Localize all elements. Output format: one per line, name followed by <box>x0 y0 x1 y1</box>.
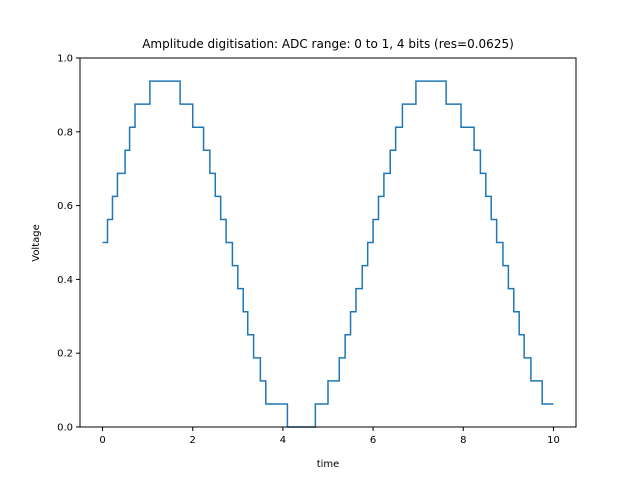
x-tick-label: 10 <box>547 435 560 446</box>
x-tick-label: 8 <box>460 435 466 446</box>
chart-title: Amplitude digitisation: ADC range: 0 to … <box>142 37 514 51</box>
y-tick-label: 0.4 <box>57 275 73 286</box>
y-tick-label: 0.6 <box>57 201 73 212</box>
x-tick-label: 0 <box>99 435 105 446</box>
y-tick-label: 1.0 <box>57 54 73 65</box>
y-tick-label: 0.2 <box>57 349 73 360</box>
y-tick-label: 0.0 <box>57 423 73 434</box>
x-tick-label: 2 <box>190 435 196 446</box>
x-axis-label: time <box>317 459 340 470</box>
data-series-line <box>102 80 554 428</box>
ticks: 0 2 4 6 8 10 0.0 0.2 0.4 0.6 0.8 1.0 <box>57 54 560 447</box>
x-tick-label: 6 <box>370 435 376 446</box>
plot-area <box>80 58 576 427</box>
plot-frame <box>79 57 577 428</box>
y-axis-label: Voltage <box>31 224 42 262</box>
x-tick-label: 4 <box>280 435 286 446</box>
y-tick-label: 0.8 <box>57 127 73 138</box>
